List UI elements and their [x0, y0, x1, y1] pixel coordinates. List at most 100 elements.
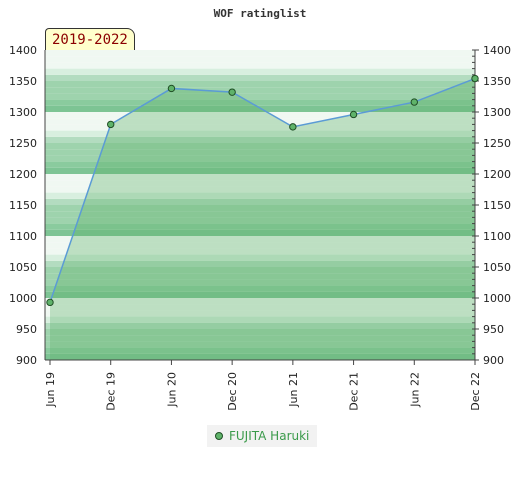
y-tick-label-right: 900 — [483, 354, 504, 367]
grid-band — [45, 130, 475, 137]
y-tick-label: 1200 — [9, 168, 37, 181]
grid-band — [45, 167, 475, 174]
grid-band — [45, 99, 475, 106]
y-tick-label-right: 1200 — [483, 168, 511, 181]
x-tick-label: Dec 21 — [348, 372, 361, 411]
legend-marker — [215, 432, 223, 440]
grid-band — [45, 87, 475, 94]
y-tick-label: 1000 — [9, 292, 37, 305]
y-axis-left: 900 950 1000 1050 1100 1150 1200 1250 1300 1350 14… — [9, 44, 46, 367]
grid-band — [45, 186, 475, 193]
y-tick-label-right: 1150 — [483, 199, 511, 212]
grid-band — [45, 298, 475, 305]
x-tick-label: Dec 22 — [469, 372, 482, 411]
grid-band — [45, 260, 475, 267]
grid-band — [45, 124, 475, 131]
y-tick-label-right: 1050 — [483, 261, 511, 274]
series-line — [46, 74, 479, 307]
series-area — [50, 78, 475, 361]
data-point[interactable] — [228, 88, 236, 96]
grid-band — [45, 353, 475, 360]
x-tick-label: Jun 22 — [408, 372, 421, 408]
data-point[interactable] — [46, 298, 54, 307]
y-tick-label: 1050 — [9, 261, 37, 274]
chart-title: WOF ratinglist — [214, 7, 307, 20]
grid-band — [45, 285, 475, 292]
y-tick-label-right: 950 — [483, 323, 504, 336]
grid-band — [45, 93, 475, 100]
grid-band — [45, 198, 475, 205]
grid-band — [45, 310, 475, 317]
grid-band — [45, 254, 475, 261]
grid-band — [45, 341, 475, 348]
data-point[interactable] — [410, 98, 418, 106]
grid-band — [45, 118, 475, 125]
x-tick-label: Dec 20 — [226, 372, 239, 411]
grid-band — [45, 291, 475, 298]
grid-band — [45, 68, 475, 75]
grid-band — [45, 217, 475, 224]
x-tick-label: Jun 20 — [165, 372, 178, 408]
data-point[interactable] — [107, 120, 115, 129]
grid-band — [45, 56, 475, 63]
grid-band — [45, 205, 475, 212]
grid-band — [45, 192, 475, 199]
grid-band — [45, 347, 475, 354]
x-tick-label: Jun 21 — [287, 372, 300, 408]
grid-band — [45, 279, 475, 286]
y-tick-label: 950 — [16, 323, 37, 336]
grid-band — [45, 62, 475, 69]
grid-band — [45, 155, 475, 162]
data-point[interactable] — [167, 84, 176, 93]
x-tick-label: Jun 19 — [44, 372, 57, 408]
grid-band — [45, 322, 475, 329]
grid-band — [45, 236, 475, 243]
grid-band — [45, 335, 475, 342]
legend-label: FUJITA Haruki — [229, 429, 310, 443]
grid-band — [45, 143, 475, 150]
grid-band — [45, 161, 475, 168]
series-line-path — [49, 77, 476, 303]
data-point[interactable] — [471, 74, 479, 83]
grid-band — [45, 273, 475, 280]
grid-band — [45, 149, 475, 156]
grid-band — [45, 74, 475, 81]
x-tick-label: Dec 19 — [105, 372, 118, 411]
grid-band — [45, 211, 475, 218]
y-tick-label-right: 1250 — [483, 137, 511, 150]
data-point[interactable] — [289, 123, 297, 131]
grid-band — [45, 242, 475, 249]
period-badge: 2019-2022 — [45, 28, 135, 50]
y-tick-label: 1150 — [9, 199, 37, 212]
y-axis-right: 900 950 1000 1050 1100 1150 1200 1250 1300 1350 14… — [472, 44, 511, 367]
y-tick-label: 1300 — [9, 106, 37, 119]
y-tick-label-right: 1100 — [483, 230, 511, 243]
y-tick-label: 1400 — [9, 44, 37, 57]
grid-band — [45, 180, 475, 187]
grid-band — [45, 304, 475, 311]
y-tick-label: 1100 — [9, 230, 37, 243]
data-point[interactable] — [349, 110, 358, 119]
grid-band — [45, 112, 475, 119]
grid-band — [45, 50, 475, 57]
grid-band — [45, 81, 475, 88]
grid-band — [45, 267, 475, 274]
y-tick-label-right: 1000 — [483, 292, 511, 305]
grid-band — [45, 223, 475, 230]
grid-band — [45, 248, 475, 255]
y-tick-label: 1350 — [9, 75, 37, 88]
grid-band — [45, 316, 475, 323]
y-tick-label: 900 — [16, 354, 37, 367]
y-tick-label-right: 1300 — [483, 106, 511, 119]
grid-band — [45, 174, 475, 181]
grid-band — [45, 229, 475, 236]
x-axis: Jun 19 Dec 19 Jun 20 Dec 20 Jun 21 Dec 21 Jun … — [44, 359, 482, 411]
series-area-fill — [50, 78, 475, 361]
grid-band — [45, 329, 475, 336]
legend[interactable]: FUJITA Haruki — [207, 425, 318, 447]
y-tick-label: 1250 — [9, 137, 37, 150]
y-tick-label-right: 1350 — [483, 75, 511, 88]
y-tick-label-right: 1400 — [483, 44, 511, 57]
